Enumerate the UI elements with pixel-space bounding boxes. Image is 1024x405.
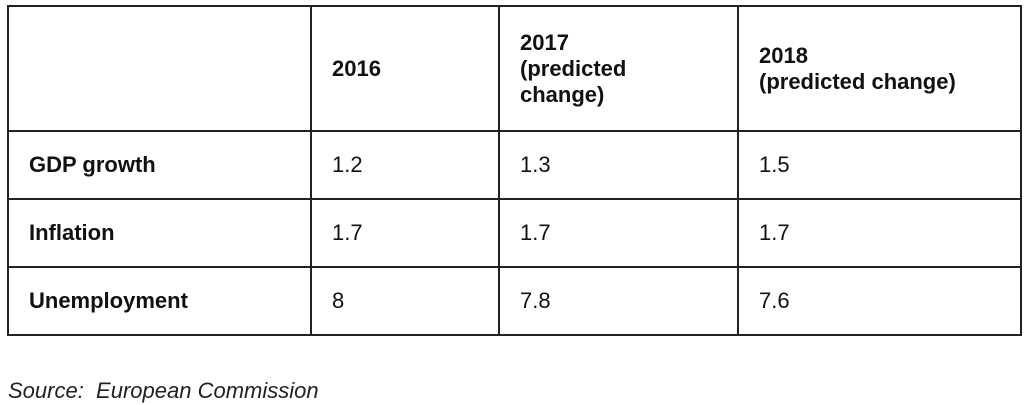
header-cell: 2018 (predicted change) bbox=[737, 5, 1022, 132]
cell: 7.8 bbox=[498, 266, 739, 336]
cell: 1.2 bbox=[310, 130, 500, 200]
table-row: GDP growth 1.2 1.3 1.5 bbox=[7, 130, 1022, 200]
cell: 1.3 bbox=[498, 130, 739, 200]
header-cell: 2016 bbox=[310, 5, 500, 132]
cell: 1.7 bbox=[498, 198, 739, 268]
row-label: GDP growth bbox=[7, 130, 312, 200]
data-table: 2016 2017 (predicted change) 2018 (predi… bbox=[7, 5, 1022, 336]
cell: 1.5 bbox=[737, 130, 1022, 200]
table-row: Inflation 1.7 1.7 1.7 bbox=[7, 198, 1022, 268]
header-row: 2016 2017 (predicted change) 2018 (predi… bbox=[7, 5, 1022, 132]
source-note: Source: European Commission bbox=[8, 378, 319, 403]
cell: 1.7 bbox=[737, 198, 1022, 268]
cell: 1.7 bbox=[310, 198, 500, 268]
cell: 8 bbox=[310, 266, 500, 336]
header-cell: 2017 (predicted change) bbox=[498, 5, 739, 132]
header-cell bbox=[7, 5, 312, 132]
cell: 7.6 bbox=[737, 266, 1022, 336]
row-label: Inflation bbox=[7, 198, 312, 268]
table-row: Unemployment 8 7.8 7.6 bbox=[7, 266, 1022, 336]
row-label: Unemployment bbox=[7, 266, 312, 336]
